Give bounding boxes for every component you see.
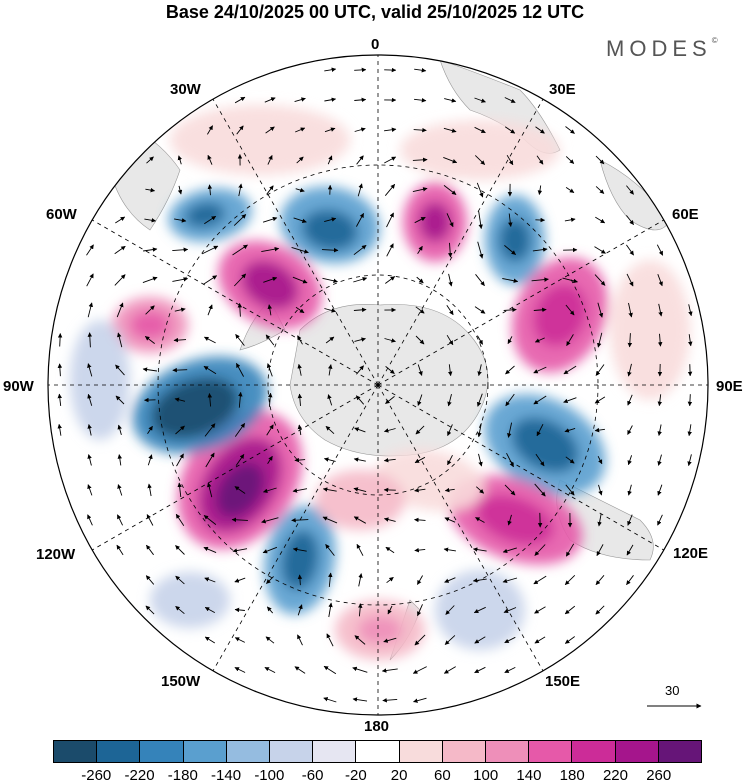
- colorbar-swatch: [658, 741, 701, 762]
- colorbar-swatch: [399, 741, 442, 762]
- colorbar-tick-label: 140: [516, 767, 541, 784]
- anomaly-contour: [130, 311, 170, 339]
- anomaly-contour: [400, 120, 560, 180]
- colorbar-tick-label: 220: [603, 767, 628, 784]
- colorbar-tick-label: 60: [434, 767, 451, 784]
- colorbar-swatch: [183, 741, 226, 762]
- colorbar-swatch: [96, 741, 139, 762]
- label-lon-150e: 150E: [545, 673, 580, 690]
- reference-vector-label: 30: [665, 683, 679, 698]
- colorbar-tick-label: -20: [345, 767, 367, 784]
- label-lon-30w: 30W: [170, 81, 201, 98]
- colorbar-tick-label: -180: [168, 767, 198, 784]
- anomaly-contour: [358, 616, 402, 644]
- anomaly-contour: [150, 572, 230, 628]
- wind-vector: [354, 70, 366, 71]
- label-lon-120w: 120W: [36, 546, 75, 563]
- colorbar-tick-label: -100: [254, 767, 284, 784]
- colorbar-swatch: [571, 741, 614, 762]
- colorbar-tick-label: -60: [302, 767, 324, 784]
- anomaly-contour: [610, 260, 690, 400]
- colorbar-tick-label: 20: [391, 767, 408, 784]
- label-lon-90e: 90E: [716, 378, 743, 395]
- wind-vector: [60, 334, 61, 347]
- label-lon-60w: 60W: [46, 206, 77, 223]
- colorbar-swatch: [442, 741, 485, 762]
- anomaly-contour: [419, 202, 451, 242]
- colorbar-tick-label: -260: [81, 767, 111, 784]
- colorbar-swatch: [54, 741, 96, 762]
- label-lon-30e: 30E: [549, 81, 576, 98]
- label-lon-60e: 60E: [672, 206, 699, 223]
- label-lon-120e: 120E: [673, 545, 708, 562]
- colorbar-swatch: [269, 741, 312, 762]
- colorbar-swatch: [312, 741, 355, 762]
- anomaly-contour: [70, 320, 130, 440]
- colorbar-tick-label: -220: [125, 767, 155, 784]
- colorbar-tick-label: 260: [646, 767, 671, 784]
- label-lon-90w: 90W: [3, 378, 34, 395]
- label-lon-180: 180: [364, 718, 389, 735]
- wind-vector: [690, 394, 691, 406]
- wind-vector: [173, 370, 187, 371]
- land-mass: [290, 304, 488, 456]
- colorbar-swatch: [139, 741, 182, 762]
- colorbar-swatch: [485, 741, 528, 762]
- map-disk: [48, 55, 708, 715]
- anomaly-contour: [499, 218, 531, 262]
- colorbar-swatch: [226, 741, 269, 762]
- colorbar-swatch: [615, 741, 658, 762]
- colorbar-swatch: [355, 741, 398, 762]
- colorbar-tick-label: -140: [211, 767, 241, 784]
- colorbar-swatch: [528, 741, 571, 762]
- label-lon-0: 0: [371, 36, 379, 53]
- colorbar-tick-label: 100: [473, 767, 498, 784]
- colorbar: [53, 740, 702, 763]
- label-lon-150w: 150W: [161, 673, 200, 690]
- colorbar-tick-label: 180: [560, 767, 585, 784]
- anomaly-contour: [315, 470, 405, 530]
- anomaly-contour: [170, 105, 350, 175]
